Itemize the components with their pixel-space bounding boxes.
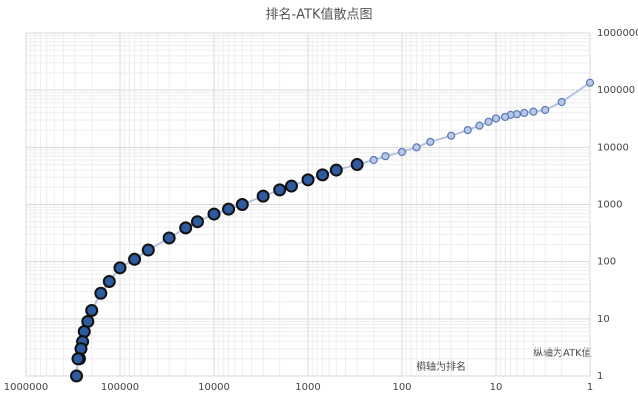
point [113,261,127,275]
point [222,202,236,216]
point [71,352,85,366]
chart-title: 排名-ATK值散点图 [265,7,372,23]
y-tick-label: 100 [597,257,616,268]
x-tick-label: 100 [392,382,411,393]
point [369,155,378,165]
y-tick-label: 1000000 [597,28,638,39]
point [484,117,493,126]
point [585,78,595,87]
point [235,198,249,211]
point [70,369,84,383]
point [329,163,343,177]
point [529,107,538,116]
point [207,207,221,221]
annotation: 纵轴为ATK值 [533,346,592,359]
point [475,121,484,130]
point [557,97,566,107]
point [316,168,330,182]
point [190,215,204,229]
point [179,221,193,235]
point [541,105,550,115]
point [128,252,142,266]
x-tick-label: 10 [490,382,503,393]
y-tick-label: 10000 [597,142,629,153]
x-tick-label: 10000 [198,382,230,393]
point [284,179,298,193]
y-tick-label: 1000 [597,200,622,211]
y-tick-label: 1 [597,371,603,382]
point [397,147,407,157]
point [273,183,287,197]
y-tick-label: 100000 [597,85,635,96]
point [301,173,315,187]
y-tick-label: 10 [597,314,610,325]
point [94,286,108,300]
point [162,231,176,245]
point [256,189,270,203]
point [102,274,116,288]
annotation: 横轴为排名 [416,360,466,373]
point [412,143,421,152]
point [501,112,510,122]
point [491,114,501,123]
point [463,126,472,135]
point [85,303,99,317]
point [447,131,456,140]
point [381,152,390,161]
point [426,137,435,146]
point [350,158,364,172]
x-tick-label: 100000 [101,382,139,393]
x-tick-label: 1 [587,382,593,393]
x-tick-label: 1000000 [4,382,49,393]
x-tick-label: 1000 [295,382,320,393]
point [141,243,155,257]
point [520,108,529,118]
